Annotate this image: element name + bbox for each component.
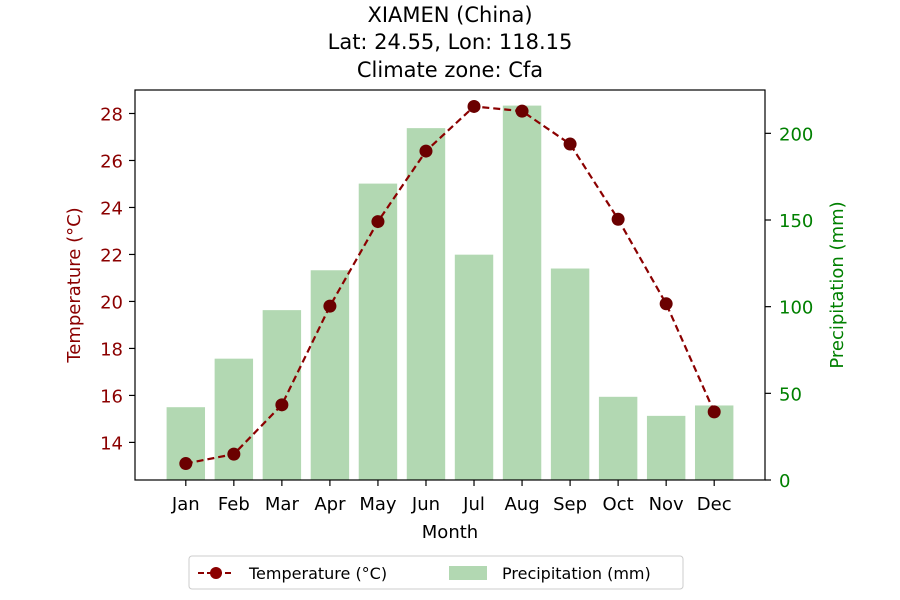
temperature-tick-label: 26 xyxy=(100,151,123,172)
temperature-line xyxy=(185,105,716,465)
temperature-point-dec xyxy=(707,405,721,419)
plot-frame xyxy=(134,89,766,481)
precipitation-bar-nov xyxy=(646,415,686,480)
month-tick-label: Jul xyxy=(462,494,485,515)
precipitation-bar-jun xyxy=(406,128,446,480)
legend: Temperature (°C) Precipitation (mm) xyxy=(188,555,684,590)
chart-title-line-2: Lat: 24.55, Lon: 118.15 xyxy=(328,30,573,54)
month-tick-label: Dec xyxy=(697,494,732,515)
month-tick-label: Sep xyxy=(553,494,587,515)
precipitation-bars xyxy=(166,105,734,480)
month-tick-label: May xyxy=(359,494,397,515)
temperature-tick-label: 28 xyxy=(100,104,123,125)
temperature-point-jun xyxy=(419,144,433,158)
month-tick-label: Mar xyxy=(265,494,300,515)
temperature-tick-label: 24 xyxy=(100,198,123,219)
month-tick-label: Aug xyxy=(504,494,539,515)
chart-title-line-1: XIAMEN (China) xyxy=(367,3,532,27)
chart-title: XIAMEN (China) Lat: 24.55, Lon: 118.15 C… xyxy=(328,3,573,82)
temperature-point-apr xyxy=(323,299,337,313)
month-axis-label: Month xyxy=(422,522,478,543)
temperature-tick-label: 22 xyxy=(100,245,123,266)
temperature-point-jul xyxy=(467,99,481,113)
legend-precipitation-label: Precipitation (mm) xyxy=(502,564,651,583)
temperature-point-sep xyxy=(563,137,577,151)
precipitation-tick-label: 50 xyxy=(779,384,802,405)
month-tick-label: Apr xyxy=(314,494,346,515)
temperature-point-nov xyxy=(659,297,673,311)
precipitation-axis: 0 50 100 150 200 xyxy=(765,124,813,492)
month-tick-label: Jan xyxy=(171,494,200,515)
precipitation-bar-aug xyxy=(502,105,542,480)
month-tick-label: Feb xyxy=(218,494,250,515)
month-tick-label: Jun xyxy=(411,494,440,515)
precipitation-bar-sep xyxy=(550,268,590,480)
temperature-tick-label: 14 xyxy=(100,433,123,454)
month-tick-label: Oct xyxy=(603,494,634,515)
precipitation-bar-jul xyxy=(454,254,494,480)
temperature-point-mar xyxy=(275,398,289,412)
precipitation-bar-oct xyxy=(598,396,638,480)
precipitation-axis-label: Precipitation (mm) xyxy=(827,201,848,368)
chart-title-line-3: Climate zone: Cfa xyxy=(357,58,543,82)
precipitation-bar-feb xyxy=(214,358,254,480)
legend-precipitation-swatch xyxy=(449,566,487,580)
legend-box xyxy=(188,555,684,590)
legend-temperature-marker xyxy=(210,567,222,579)
temperature-axis: 14 16 18 20 22 24 26 28 xyxy=(100,104,135,454)
precipitation-tick-label: 100 xyxy=(779,298,813,319)
legend-temperature-label: Temperature (°C) xyxy=(248,564,387,583)
temperature-tick-label: 16 xyxy=(100,386,123,407)
temperature-tick-label: 20 xyxy=(100,292,123,313)
month-axis: Jan Feb Mar Apr May Jun Jul Aug Sep Oct Nov Dec xyxy=(171,480,732,515)
month-tick-label: Nov xyxy=(649,494,684,515)
temperature-axis-label: Temperature (°C) xyxy=(64,207,85,363)
precipitation-tick-label: 200 xyxy=(779,124,813,145)
temperature-point-feb xyxy=(227,447,241,461)
precipitation-bar-mar xyxy=(262,310,302,480)
temperature-point-may xyxy=(371,215,385,229)
temperature-point-aug xyxy=(515,104,529,118)
temperature-point-oct xyxy=(611,212,625,226)
temperature-tick-label: 18 xyxy=(100,339,123,360)
precipitation-bar-may xyxy=(358,183,398,480)
precipitation-tick-label: 150 xyxy=(779,211,813,232)
temperature-point-jan xyxy=(179,457,193,471)
temperature-line-layer xyxy=(179,99,721,471)
precipitation-tick-label: 0 xyxy=(779,471,790,492)
